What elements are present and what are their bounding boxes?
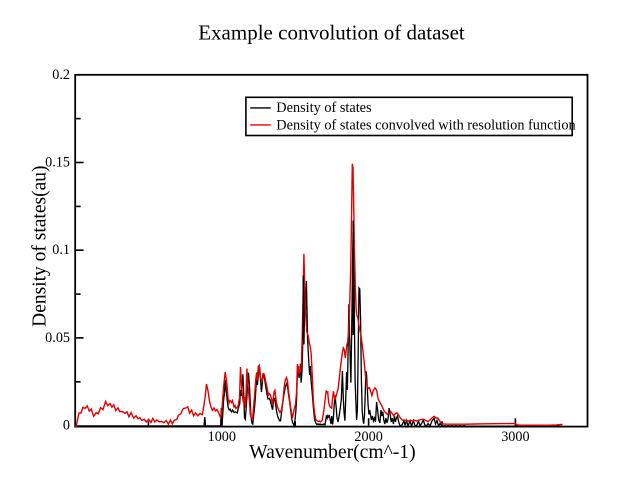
svg-text:Density of states convolved wi: Density of states convolved with resolut… xyxy=(276,118,575,134)
svg-text:Wavenumber(cm^-1): Wavenumber(cm^-1) xyxy=(249,442,415,463)
svg-text:2000: 2000 xyxy=(354,429,382,445)
svg-text:0.15: 0.15 xyxy=(45,155,70,171)
svg-text:0.05: 0.05 xyxy=(45,330,70,346)
svg-text:0.2: 0.2 xyxy=(52,67,70,83)
svg-text:1000: 1000 xyxy=(208,429,236,445)
svg-text:0.1: 0.1 xyxy=(52,242,70,258)
svg-text:0: 0 xyxy=(63,418,70,434)
svg-text:Example convolution of dataset: Example convolution of dataset xyxy=(198,21,465,45)
svg-text:Density of states: Density of states xyxy=(276,100,372,116)
svg-text:3000: 3000 xyxy=(501,429,529,445)
svg-text:Density of states(au): Density of states(au) xyxy=(30,166,51,327)
